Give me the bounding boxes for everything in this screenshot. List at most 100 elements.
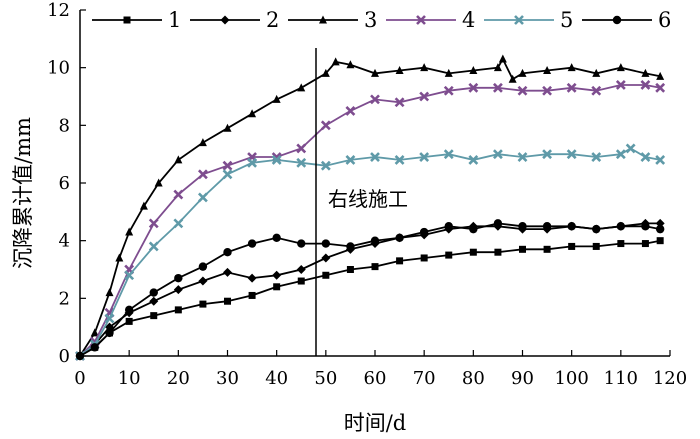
data-point bbox=[297, 239, 306, 248]
data-point bbox=[173, 218, 184, 229]
data-point bbox=[394, 97, 405, 108]
data-point bbox=[543, 245, 551, 253]
data-point bbox=[273, 283, 281, 291]
x-tick-label: 90 bbox=[511, 368, 534, 389]
data-point bbox=[174, 273, 183, 283]
data-point bbox=[322, 271, 330, 279]
data-point bbox=[498, 54, 507, 63]
data-point bbox=[346, 242, 355, 251]
legend-marker bbox=[514, 15, 524, 25]
data-point bbox=[395, 233, 404, 242]
data-point bbox=[271, 155, 282, 165]
data-point bbox=[655, 82, 666, 93]
data-point bbox=[223, 248, 232, 257]
data-point bbox=[591, 85, 602, 96]
y-tick-label: 12 bbox=[47, 0, 70, 21]
data-point bbox=[419, 91, 430, 102]
data-point bbox=[105, 328, 114, 338]
data-point bbox=[320, 120, 331, 131]
data-point bbox=[198, 276, 208, 286]
data-point bbox=[370, 152, 380, 162]
data-point bbox=[656, 71, 665, 80]
data-point bbox=[346, 60, 355, 69]
y-tick-label: 4 bbox=[59, 231, 70, 252]
data-point bbox=[493, 63, 502, 72]
data-point bbox=[640, 80, 651, 90]
data-point bbox=[297, 83, 306, 92]
data-point bbox=[149, 288, 158, 297]
series-line bbox=[79, 84, 661, 357]
annotation-label: 右线施工 bbox=[328, 187, 408, 211]
data-point bbox=[568, 242, 576, 250]
data-point bbox=[517, 152, 528, 162]
y-tick-label: 6 bbox=[59, 173, 70, 194]
data-point bbox=[370, 94, 380, 105]
data-point bbox=[224, 297, 231, 305]
data-point bbox=[149, 296, 159, 306]
data-point bbox=[248, 109, 257, 118]
data-point bbox=[104, 313, 115, 324]
data-point bbox=[517, 85, 528, 96]
legend-label: 2 bbox=[266, 8, 279, 32]
data-point bbox=[542, 85, 553, 96]
data-point bbox=[396, 257, 404, 265]
data-point bbox=[321, 253, 331, 263]
x-tick-label: 100 bbox=[554, 368, 588, 389]
data-point bbox=[640, 152, 651, 162]
data-point bbox=[150, 312, 158, 320]
data-point bbox=[543, 66, 552, 75]
data-point bbox=[247, 273, 257, 283]
data-point bbox=[370, 236, 380, 245]
data-point bbox=[124, 305, 134, 315]
data-point bbox=[616, 222, 626, 231]
data-point bbox=[592, 224, 601, 234]
data-point bbox=[625, 143, 636, 154]
x-tick-label: 50 bbox=[314, 368, 337, 389]
data-point bbox=[222, 169, 233, 180]
data-point bbox=[566, 149, 577, 160]
data-point bbox=[296, 157, 307, 168]
data-point bbox=[494, 248, 502, 256]
legend-label: 6 bbox=[658, 8, 671, 32]
data-point bbox=[296, 265, 306, 274]
legend-item-2: 2 bbox=[190, 8, 279, 32]
data-point bbox=[542, 222, 552, 231]
data-point bbox=[139, 201, 148, 210]
x-tick-label: 20 bbox=[167, 368, 190, 389]
data-point bbox=[655, 155, 666, 165]
data-point bbox=[173, 285, 183, 295]
data-point bbox=[469, 248, 477, 256]
data-point bbox=[174, 306, 182, 314]
x-tick-label: 80 bbox=[462, 368, 485, 389]
data-point bbox=[223, 267, 232, 277]
data-point bbox=[198, 138, 207, 147]
legend-marker bbox=[319, 15, 327, 24]
y-tick-label: 0 bbox=[59, 346, 70, 367]
data-point bbox=[148, 218, 159, 229]
x-tick-label: 120 bbox=[653, 368, 687, 389]
data-point bbox=[656, 237, 664, 245]
legend-label: 1 bbox=[168, 8, 181, 32]
data-point bbox=[468, 155, 479, 165]
data-point bbox=[444, 222, 453, 231]
data-point bbox=[296, 143, 307, 154]
data-point bbox=[115, 253, 124, 262]
data-point bbox=[371, 68, 379, 77]
data-point bbox=[519, 245, 526, 253]
data-point bbox=[443, 85, 454, 96]
data-point bbox=[321, 68, 330, 77]
data-point bbox=[493, 219, 503, 228]
data-point bbox=[508, 74, 517, 83]
y-tick-label: 10 bbox=[47, 58, 70, 79]
data-point bbox=[272, 233, 281, 242]
data-point bbox=[444, 68, 453, 77]
x-tick-label: 10 bbox=[118, 368, 141, 389]
data-point bbox=[468, 82, 479, 93]
data-point bbox=[345, 155, 356, 165]
data-point bbox=[371, 263, 379, 271]
x-ticks: 0 10 20 30 40 50 60 70 80 90 100 110 120 bbox=[74, 350, 687, 389]
data-point bbox=[125, 227, 134, 236]
data-point bbox=[615, 80, 626, 90]
data-point bbox=[124, 270, 135, 281]
